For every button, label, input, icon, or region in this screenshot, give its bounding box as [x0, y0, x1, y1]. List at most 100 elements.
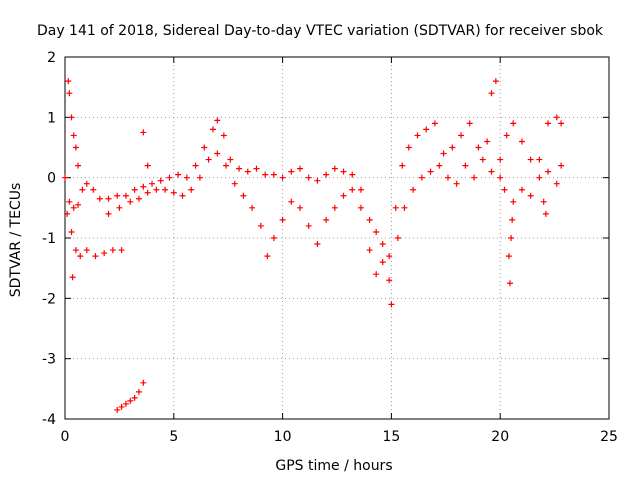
data-point — [131, 394, 138, 401]
x-tick-label: 25 — [600, 429, 618, 445]
data-point — [349, 186, 356, 193]
data-point — [66, 90, 73, 97]
data-point — [510, 198, 517, 205]
data-point — [114, 192, 121, 199]
data-point — [505, 253, 512, 260]
x-tick-label: 15 — [382, 429, 400, 445]
data-point — [440, 150, 447, 157]
data-point — [90, 186, 97, 193]
data-point — [270, 171, 277, 178]
data-point — [386, 253, 393, 260]
data-point — [405, 144, 412, 151]
data-point — [201, 144, 208, 151]
data-point — [83, 247, 90, 254]
data-point — [227, 156, 234, 163]
x-tick-label: 5 — [169, 429, 178, 445]
y-axis-label: SDTVAR / TECUs — [8, 183, 24, 298]
data-point — [127, 198, 134, 205]
data-point — [305, 222, 312, 229]
data-point — [257, 222, 264, 229]
data-point — [66, 198, 73, 205]
data-point — [558, 162, 565, 169]
data-point — [462, 162, 469, 169]
data-point — [449, 144, 456, 151]
data-point — [122, 192, 129, 199]
data-point — [116, 204, 123, 211]
data-point — [288, 168, 295, 175]
y-tick-label: -3 — [42, 352, 56, 368]
data-point — [279, 174, 286, 181]
data-point — [105, 195, 112, 202]
data-point — [497, 156, 504, 163]
data-point — [144, 189, 151, 196]
y-axis: -4 -3 -2 -1 0 1 2 — [42, 50, 609, 428]
grid-lines — [65, 57, 609, 419]
data-point — [131, 186, 138, 193]
data-point — [510, 120, 517, 127]
data-point — [475, 144, 482, 151]
data-point — [214, 150, 221, 157]
data-point — [431, 120, 438, 127]
y-tick-label: -2 — [42, 291, 56, 307]
data-point — [244, 168, 251, 175]
data-point — [101, 250, 108, 257]
data-point — [105, 210, 112, 217]
data-point — [72, 144, 79, 151]
data-point — [497, 174, 504, 181]
data-point — [545, 168, 552, 175]
data-points — [62, 78, 565, 413]
data-point — [388, 301, 395, 308]
data-point — [157, 177, 164, 184]
data-point — [179, 192, 186, 199]
data-point — [77, 253, 84, 260]
data-point — [340, 192, 347, 199]
data-point — [65, 78, 72, 85]
data-point — [414, 132, 421, 139]
data-point — [373, 271, 380, 278]
data-point — [149, 180, 156, 187]
data-point — [183, 174, 190, 181]
data-point — [553, 180, 560, 187]
data-point — [68, 228, 75, 235]
x-tick-label: 20 — [491, 429, 509, 445]
data-point — [305, 174, 312, 181]
data-point — [75, 201, 82, 208]
data-point — [471, 174, 478, 181]
data-point — [175, 171, 182, 178]
data-point — [109, 247, 116, 254]
data-point — [231, 180, 238, 187]
data-point — [518, 138, 525, 145]
data-point — [366, 247, 373, 254]
data-point — [340, 168, 347, 175]
data-point — [205, 156, 212, 163]
data-point — [508, 235, 515, 241]
data-point — [69, 274, 76, 281]
y-tick-label: 2 — [47, 50, 56, 66]
data-point — [484, 138, 491, 145]
data-point — [458, 132, 465, 139]
data-point — [220, 132, 227, 139]
data-point — [83, 180, 90, 187]
data-point — [122, 400, 129, 407]
data-point — [323, 171, 330, 178]
data-point — [373, 228, 380, 235]
data-point — [423, 126, 430, 133]
data-point — [379, 259, 386, 266]
data-point — [118, 247, 125, 254]
data-point — [288, 198, 295, 205]
data-point — [392, 204, 399, 211]
data-point — [536, 156, 543, 163]
data-point — [72, 247, 79, 254]
y-tick-label: 0 — [47, 171, 56, 187]
data-point — [144, 162, 151, 169]
chart-title: Day 141 of 2018, Sidereal Day-to-day VTE… — [37, 23, 604, 39]
data-point — [386, 277, 393, 284]
y-tick-label: -1 — [42, 231, 56, 247]
data-point — [488, 90, 495, 97]
data-point — [357, 204, 364, 211]
data-point — [270, 235, 277, 241]
data-point — [192, 162, 199, 169]
data-point — [236, 165, 243, 172]
data-point — [262, 171, 269, 178]
